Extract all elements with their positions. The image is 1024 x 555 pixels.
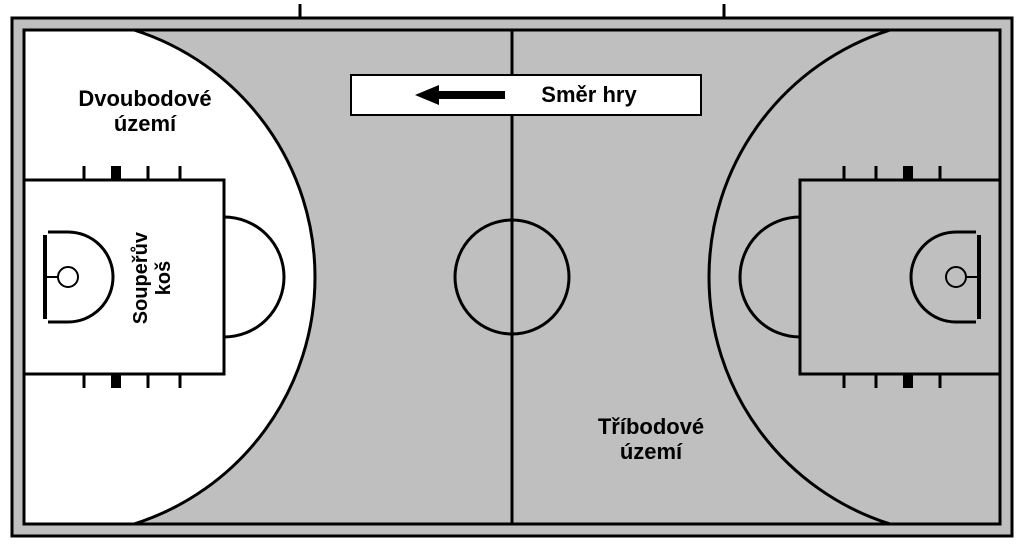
direction-of-play-box: Směr hry (350, 74, 702, 116)
direction-label: Směr hry (541, 82, 636, 108)
basketball-court-diagram: Směr hry Dvoubodové území Tříbodové územ… (0, 0, 1024, 555)
arrow-left-icon (415, 85, 505, 105)
opponent-basket-label: Soupeřův koš (130, 218, 176, 338)
two-point-area-label: Dvoubodové území (40, 86, 250, 137)
three-point-area-label: Tříbodové území (546, 414, 756, 465)
